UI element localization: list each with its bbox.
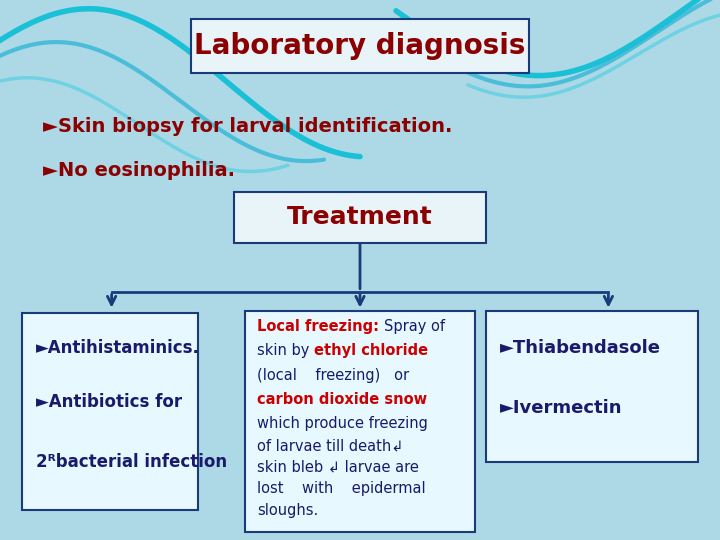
FancyBboxPatch shape <box>22 313 198 510</box>
FancyBboxPatch shape <box>234 192 486 243</box>
Text: Spray of: Spray of <box>384 319 445 334</box>
Text: ►Ivermectin: ►Ivermectin <box>500 399 623 417</box>
Text: ethyl chloride: ethyl chloride <box>314 343 428 359</box>
Text: skin by: skin by <box>257 343 314 359</box>
FancyBboxPatch shape <box>191 19 529 73</box>
Text: which produce freezing: which produce freezing <box>257 416 428 431</box>
Text: Local freezing:: Local freezing: <box>257 319 384 334</box>
Text: ►Thiabendasole: ►Thiabendasole <box>500 339 662 357</box>
Text: lost    with    epidermal: lost with epidermal <box>257 481 426 496</box>
Text: ►Antihistaminics.: ►Antihistaminics. <box>36 339 200 357</box>
Text: of larvae till death↲: of larvae till death↲ <box>257 438 403 453</box>
Text: ►Skin biopsy for larval identification.: ►Skin biopsy for larval identification. <box>43 117 453 137</box>
FancyBboxPatch shape <box>245 310 475 532</box>
FancyBboxPatch shape <box>486 310 698 462</box>
Text: Treatment: Treatment <box>287 205 433 229</box>
Text: ►Antibiotics for: ►Antibiotics for <box>36 393 182 411</box>
Text: (local    freezing)   or: (local freezing) or <box>257 368 409 383</box>
Text: skin bleb ↲ larvae are: skin bleb ↲ larvae are <box>257 460 419 475</box>
Text: Laboratory diagnosis: Laboratory diagnosis <box>194 32 526 60</box>
Text: 2ᴿbacterial infection: 2ᴿbacterial infection <box>36 453 227 471</box>
Text: ►No eosinophilia.: ►No eosinophilia. <box>43 160 235 180</box>
Text: sloughs.: sloughs. <box>257 503 318 518</box>
Text: carbon dioxide snow: carbon dioxide snow <box>257 392 427 407</box>
